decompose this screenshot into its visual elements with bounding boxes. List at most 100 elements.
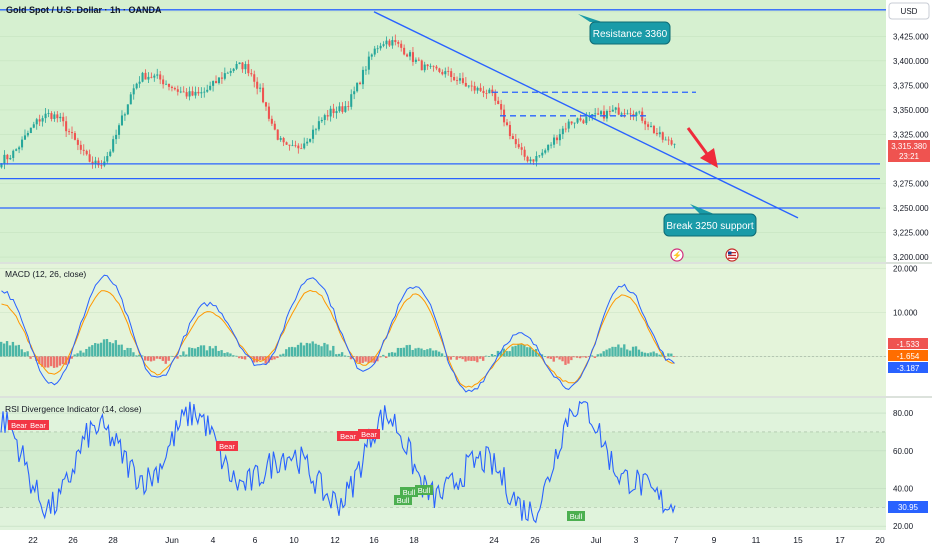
candle-body <box>220 77 223 79</box>
macd-histogram-bar <box>44 356 47 368</box>
candle-body <box>41 118 44 122</box>
candle-body <box>279 138 282 140</box>
macd-histogram-bar <box>352 356 356 357</box>
candle-body <box>417 59 420 61</box>
rsi-axis-tick: 80.00 <box>893 409 914 418</box>
macd-histogram-bar <box>349 356 353 360</box>
candle-body <box>535 155 538 162</box>
macd-histogram-bar <box>367 356 370 363</box>
break-support-callout[interactable]: Break 3250 support <box>663 204 757 237</box>
candle-body <box>23 135 27 140</box>
flash-event-icon[interactable]: ⚡ <box>670 248 684 262</box>
candle-body <box>68 131 71 133</box>
candle-body <box>94 160 97 165</box>
candle-body <box>667 139 670 141</box>
candle-body <box>529 159 532 162</box>
bear-tag-2 <box>27 420 49 430</box>
macd-histogram-bar <box>620 347 623 357</box>
macd-histogram-bar <box>308 343 311 357</box>
candle-body <box>432 65 435 67</box>
candle-body <box>447 71 450 72</box>
candle-body <box>367 56 370 70</box>
candle-body <box>235 63 238 69</box>
candle-body <box>450 71 453 78</box>
candle-body <box>458 78 462 81</box>
candle-body <box>464 82 467 87</box>
candle-body <box>241 62 244 70</box>
candle-body <box>206 89 209 92</box>
macd-histogram-bar <box>229 353 232 357</box>
macd-histogram-bar <box>5 341 9 357</box>
macd-label: MACD (12, 26, close) <box>5 269 86 279</box>
candle-body <box>294 145 297 147</box>
x-axis-tick: 22 <box>28 535 38 545</box>
macd-histogram-bar <box>79 350 82 357</box>
candle-body <box>182 91 185 93</box>
candle-body <box>497 100 500 105</box>
candle-body <box>544 150 547 153</box>
us-flag-event-icon[interactable] <box>725 248 739 262</box>
macd-histogram-bar <box>108 342 112 357</box>
candle-body <box>620 113 623 115</box>
candle-body <box>273 123 276 130</box>
candle-body <box>644 120 647 125</box>
macd-histogram-bar <box>599 353 602 357</box>
macd-histogram-bar <box>396 347 400 357</box>
candle-body <box>397 42 400 44</box>
macd-histogram-bar <box>455 356 458 360</box>
current-price-tag <box>888 140 930 162</box>
macd-histogram-bar <box>385 356 388 358</box>
macd-histogram-bar <box>149 356 153 362</box>
candle-body <box>561 128 564 135</box>
candle-body <box>491 89 494 94</box>
candle-body <box>652 125 655 133</box>
currency-label: USD <box>901 7 918 16</box>
candle-body <box>332 108 335 114</box>
candle-body <box>420 60 423 71</box>
macd-histogram-bar <box>267 356 270 363</box>
candle-body <box>297 145 300 149</box>
candle-body <box>379 45 382 49</box>
candle-body <box>276 129 279 140</box>
candle-body <box>59 116 62 119</box>
resistance-callout[interactable]: Resistance 3360 <box>578 14 671 45</box>
candle-body <box>456 80 459 82</box>
candle-body <box>341 106 344 112</box>
candle-body <box>309 138 312 142</box>
macd-histogram-bar <box>61 356 65 365</box>
candle-body <box>414 59 417 62</box>
macd-histogram-bar <box>346 355 350 357</box>
macd-histogram-bar <box>70 356 73 359</box>
descending-trendline <box>373 11 799 219</box>
macd-histogram-bar <box>114 340 117 357</box>
x-axis-tick: 28 <box>108 535 118 545</box>
macd-histogram-bar <box>314 343 317 357</box>
candle-body <box>600 111 603 115</box>
resistance-callout-pointer <box>578 14 602 22</box>
candle-body <box>382 44 385 46</box>
candle-body <box>541 152 544 156</box>
candle-body <box>617 107 620 115</box>
bear-tag-5 <box>358 429 380 439</box>
candle-body <box>300 148 303 150</box>
macd-histogram-bar <box>487 356 491 357</box>
candle-body <box>21 139 24 148</box>
bear-label-5: Bear <box>361 430 377 439</box>
candle-body <box>123 114 126 116</box>
candle-body <box>547 144 550 151</box>
macd-histogram-bar <box>299 342 303 357</box>
macd-histogram-bar <box>58 356 62 366</box>
candle-body <box>188 91 191 97</box>
bear-tag-1 <box>8 420 30 430</box>
macd-histogram-bar <box>67 356 70 364</box>
currency-box[interactable] <box>888 2 930 20</box>
bull-label-3: Bull <box>418 486 431 495</box>
right-axis-bg <box>886 0 932 530</box>
macd-histogram-bar <box>20 349 23 357</box>
bull-tag-1 <box>400 487 418 497</box>
macd-histogram-bar <box>576 356 579 358</box>
macd-histogram-bar <box>238 356 241 359</box>
macd-histogram-bar <box>335 354 338 357</box>
price-axis-tick: 3,375.000 <box>893 81 929 90</box>
